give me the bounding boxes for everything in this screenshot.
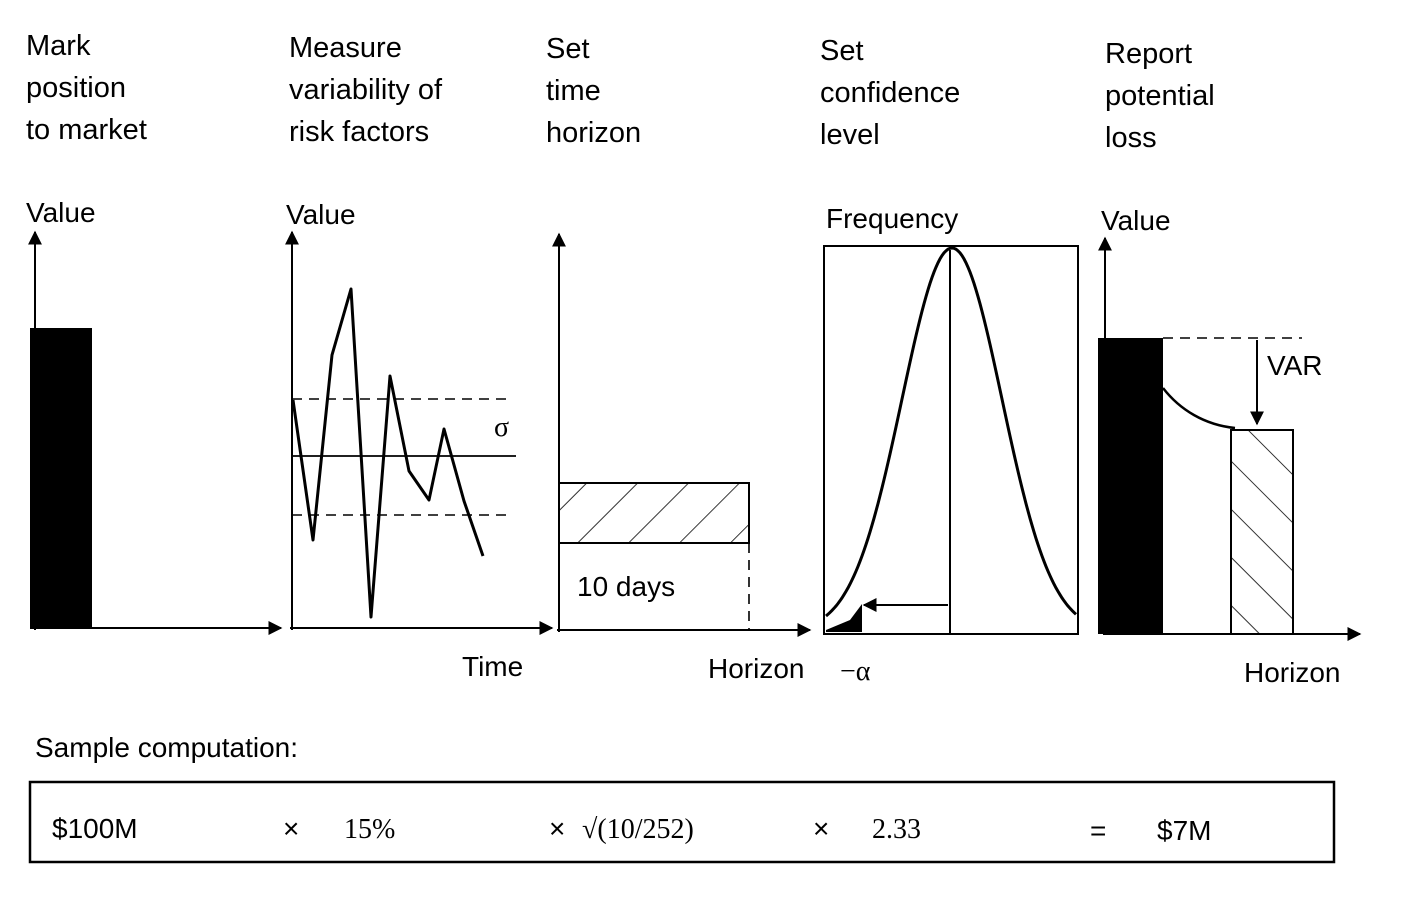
panel-set-confidence-level: Frequency −α (823, 203, 1079, 687)
svg-text:time: time (546, 75, 601, 107)
svg-text:to market: to market (26, 114, 147, 146)
sample-computation-formula: $100M × 15% × √(10/252) × 2.33 = $7M (52, 813, 1211, 846)
worst-case-value-bar (1230, 429, 1294, 635)
formula-result: $7M (1157, 815, 1211, 846)
heading-set-time-horizon: Set time horizon (546, 33, 641, 149)
sample-computation-title: Sample computation: (35, 732, 298, 763)
svg-text:potential: potential (1105, 80, 1215, 112)
heading-set-confidence-level: Set confidence level (820, 35, 960, 151)
svg-text:loss: loss (1105, 122, 1157, 154)
svg-text:Mark: Mark (26, 30, 91, 62)
left-tail-area (826, 604, 862, 632)
panel-mark-to-market: Value (26, 197, 283, 635)
panel-report-potential-loss: Value VAR Horizon (1098, 205, 1362, 688)
formula-times-1: × (283, 813, 299, 844)
heading-measure-variability: Measure variability of risk factors (289, 32, 443, 148)
svg-text:Set: Set (820, 35, 864, 67)
alpha-label: −α (840, 656, 871, 687)
var-label: VAR (1267, 350, 1323, 381)
heading-report-potential-loss: Report potential loss (1105, 38, 1215, 154)
svg-text:level: level (820, 119, 880, 151)
current-value-bar (1098, 338, 1163, 634)
formula-times-3: × (813, 813, 829, 844)
svg-text:variability of: variability of (289, 74, 443, 106)
axis-label-value-1: Value (26, 197, 96, 228)
formula-equals: = (1090, 815, 1106, 846)
axis-label-time: Time (462, 651, 523, 682)
axis-label-value-2: Value (286, 199, 356, 230)
position-value-bar (30, 328, 92, 629)
formula-position-value: $100M (52, 813, 138, 844)
axis-label-frequency: Frequency (826, 203, 958, 234)
svg-text:risk factors: risk factors (289, 116, 429, 148)
svg-text:Report: Report (1105, 38, 1192, 70)
formula-volatility: 15% (344, 814, 395, 845)
svg-text:Set: Set (546, 33, 590, 65)
svg-text:horizon: horizon (546, 117, 641, 149)
horizon-hatched-band (558, 482, 750, 544)
formula-times-2: × (549, 813, 565, 844)
sigma-label: σ (494, 412, 509, 443)
panel-measure-variability: Value σ Time (285, 199, 554, 682)
svg-text:position: position (26, 72, 126, 104)
horizon-days-label: 10 days (577, 571, 675, 602)
heading-mark-to-market: Mark position to market (26, 30, 147, 146)
sample-computation-box (28, 780, 1336, 864)
normal-distribution-curve (825, 246, 1078, 618)
panel-set-time-horizon: 10 days Horizon (552, 232, 812, 684)
svg-text:Measure: Measure (289, 32, 402, 64)
formula-horizon-scaling: √(10/252) (582, 814, 694, 845)
axis-label-horizon-1: Horizon (708, 653, 804, 684)
value-decline-curve (1162, 387, 1236, 430)
svg-text:confidence: confidence (820, 77, 960, 109)
axis-label-value-3: Value (1101, 205, 1171, 236)
axis-label-horizon-2: Horizon (1244, 657, 1340, 688)
formula-confidence-multiplier: 2.33 (872, 814, 921, 845)
risk-factor-series (291, 287, 485, 619)
